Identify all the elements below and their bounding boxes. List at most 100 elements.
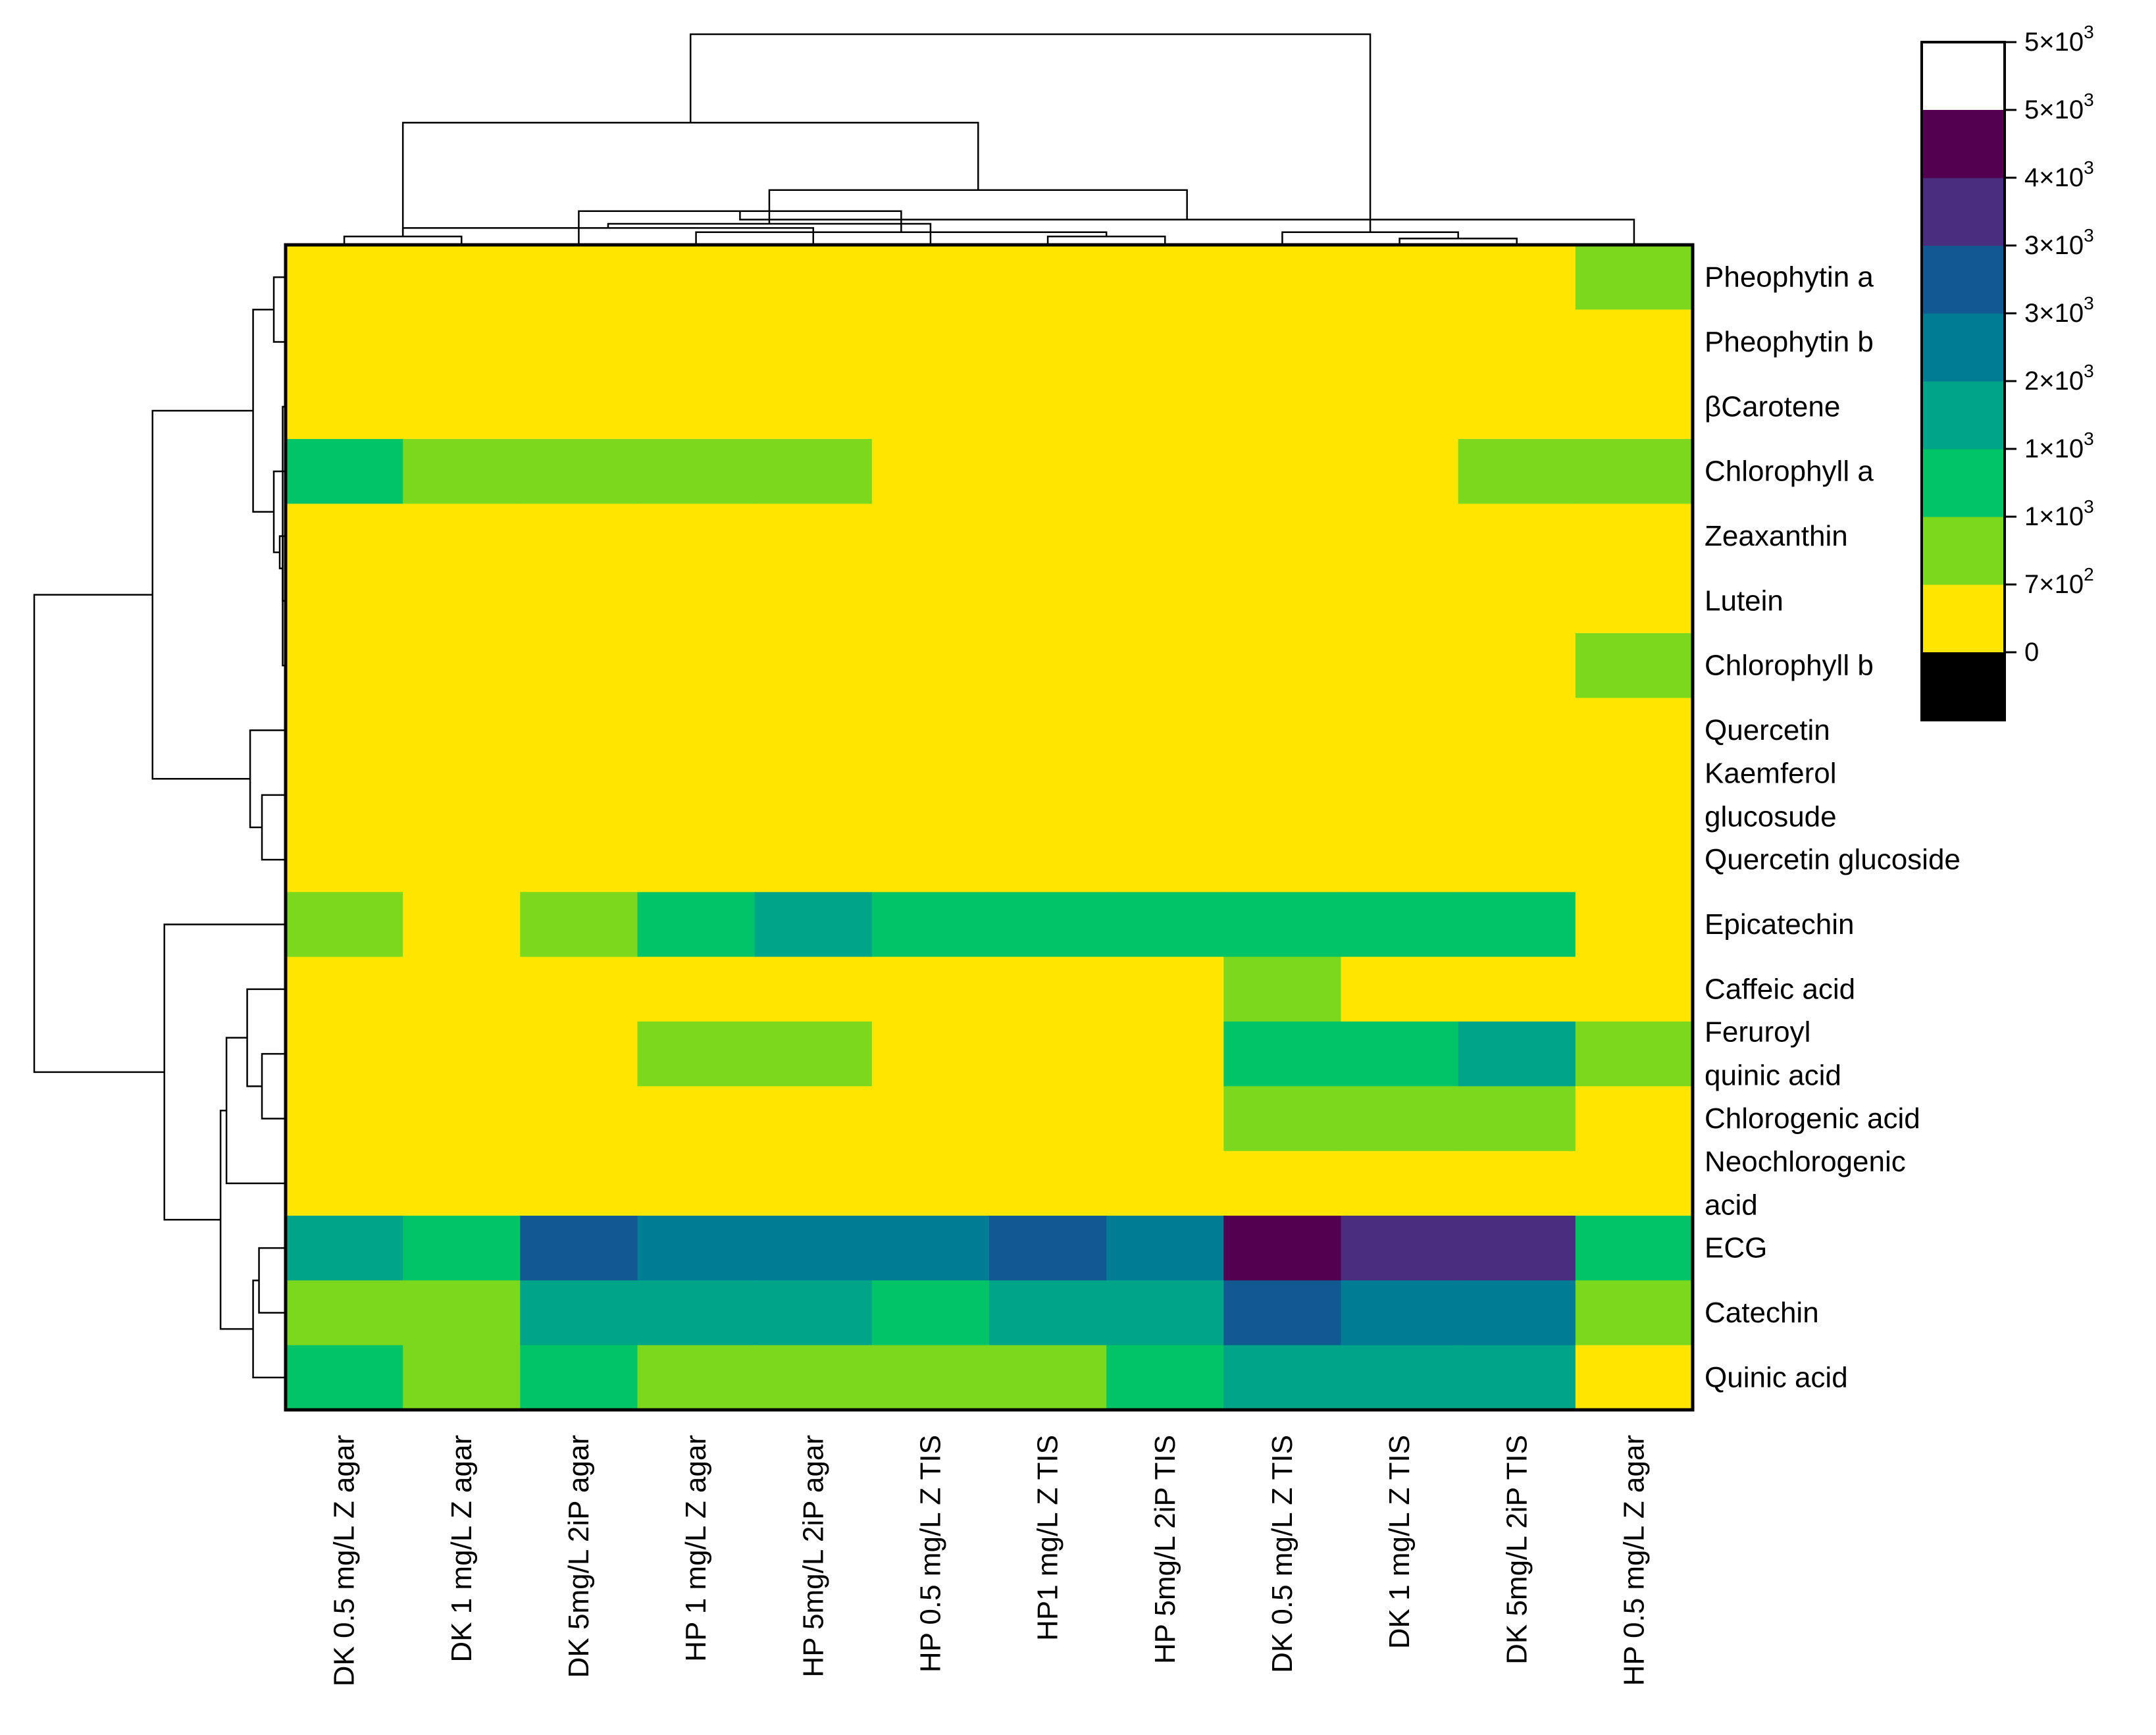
heatmap-cell	[520, 892, 638, 958]
heatmap-cell	[520, 568, 638, 634]
row-label: Feruroyl	[1705, 1016, 1810, 1049]
heatmap-cell	[286, 1086, 403, 1152]
row-label: Quinic acid	[1705, 1361, 1848, 1393]
heatmap-cell	[520, 504, 638, 569]
heatmap-cell	[637, 1216, 756, 1281]
heatmap-cell	[1341, 956, 1459, 1022]
heatmap-cell	[1223, 1280, 1342, 1346]
heatmap-cell	[1575, 504, 1693, 569]
heatmap-frame	[284, 243, 1695, 1412]
heatmap-cell	[1106, 1022, 1224, 1087]
dendrogram-link	[252, 1280, 286, 1379]
heatmap-cell	[637, 633, 756, 698]
heatmap-cell	[1458, 504, 1576, 569]
heatmap-cell	[754, 1216, 873, 1281]
dendrogram-link	[249, 729, 286, 829]
heatmap-cell	[1341, 504, 1459, 569]
heatmap-cell	[1223, 439, 1342, 504]
column-label: DK 0.5 mg/L Z TIS	[1266, 1435, 1298, 1673]
heatmap-cell	[989, 374, 1107, 440]
heatmap-cell	[1341, 568, 1459, 634]
heatmap-cell	[1106, 956, 1224, 1022]
column-label: HP1 mg/L Z TIS	[1032, 1435, 1064, 1641]
colorbar-tick-label: 5×103	[2024, 90, 2094, 125]
heatmap-cell	[520, 762, 638, 828]
row-label: Kaemferol	[1705, 757, 1837, 789]
heatmap-cell	[871, 245, 990, 310]
heatmap-cell	[637, 309, 756, 375]
row-label: acid	[1705, 1189, 1758, 1221]
colorbar-tick-exponent: 3	[2084, 361, 2094, 381]
heatmap-cell	[1341, 1280, 1459, 1346]
colorbar-tick-label: 1×103	[2024, 428, 2094, 464]
colorbar-segment	[1922, 381, 2005, 450]
heatmap-cell	[1575, 245, 1693, 310]
heatmap-cell	[1223, 827, 1342, 893]
heatmap-cell	[1223, 1022, 1342, 1087]
heatmap-cell	[1575, 698, 1693, 764]
heatmap-cell	[403, 633, 521, 698]
dendrogram-link	[225, 1037, 286, 1185]
heatmap-cell	[637, 892, 756, 958]
heatmap-cell	[989, 892, 1107, 958]
column-labels: DK 0.5 mg/L Z agar DK 1 mg/L Z agar DK 5mg…	[328, 1435, 1651, 1686]
heatmap-cell	[871, 1280, 990, 1346]
heatmap-cell	[1575, 1151, 1693, 1216]
heatmap-cell	[1223, 1151, 1342, 1216]
heatmap-cell	[1106, 762, 1224, 828]
heatmap-cell	[1575, 309, 1693, 375]
column-label: DK 5mg/L 2iP agar	[563, 1435, 595, 1678]
heatmap-cell	[286, 1280, 403, 1346]
heatmap-cell	[754, 956, 873, 1022]
heatmap-cell	[1575, 439, 1693, 504]
heatmap-cell	[1575, 1216, 1693, 1281]
heatmap-cell	[1106, 633, 1224, 698]
heatmap-cell	[637, 762, 756, 828]
heatmap-cell	[754, 1151, 873, 1216]
heatmap-cell	[286, 1345, 403, 1411]
heatmap-cell	[1223, 245, 1342, 310]
heatmap-cell	[520, 1216, 638, 1281]
heatmap-cell	[754, 892, 873, 958]
heatmap-cell	[637, 1022, 756, 1087]
heatmap-cell	[754, 568, 873, 634]
heatmap-cell	[1223, 374, 1342, 440]
heatmap-cell	[989, 1345, 1107, 1411]
heatmap-cell	[871, 892, 990, 958]
colorbar-tick-exponent: 2	[2084, 564, 2094, 584]
heatmap-cell	[1575, 956, 1693, 1022]
heatmap-cell	[1106, 439, 1224, 504]
heatmap-cell	[1458, 245, 1576, 310]
heatmap-cell	[286, 827, 403, 893]
row-label: Chlorophyll b	[1705, 650, 1874, 682]
heatmap-cell	[989, 762, 1107, 828]
heatmap-cell	[754, 1280, 873, 1346]
heatmap-cell	[1458, 698, 1576, 764]
colorbar-tick-exponent: 3	[2084, 90, 2094, 110]
heatmap-cell	[286, 1151, 403, 1216]
heatmap-cell	[286, 504, 403, 569]
heatmap-cell	[1341, 1022, 1459, 1087]
row-label: Zeaxanthin	[1705, 520, 1848, 552]
heatmap-cell	[286, 698, 403, 764]
column-label: HP 1 mg/L Z agar	[680, 1435, 712, 1662]
colorbar-segment	[1922, 110, 2005, 178]
row-dendrogram	[33, 276, 286, 1379]
heatmap-cell	[989, 245, 1107, 310]
dendrogram-link	[151, 409, 253, 780]
colorbar-tick-label: 0	[2024, 638, 2039, 667]
heatmap-cell	[520, 827, 638, 893]
heatmap-cell	[1106, 827, 1224, 893]
heatmap-cell	[1575, 762, 1693, 828]
colorbar-segment	[1922, 449, 2005, 517]
heatmap-cell	[403, 374, 521, 440]
heatmap-cell	[1458, 568, 1576, 634]
heatmap-cell	[871, 1022, 990, 1087]
heatmap-cell	[286, 633, 403, 698]
row-label: Catechin	[1705, 1297, 1819, 1329]
heatmap-cell	[1106, 698, 1224, 764]
heatmap-cell	[520, 698, 638, 764]
heatmap-cell	[871, 956, 990, 1022]
heatmap-cell	[403, 504, 521, 569]
heatmap-cell	[1106, 1216, 1224, 1281]
